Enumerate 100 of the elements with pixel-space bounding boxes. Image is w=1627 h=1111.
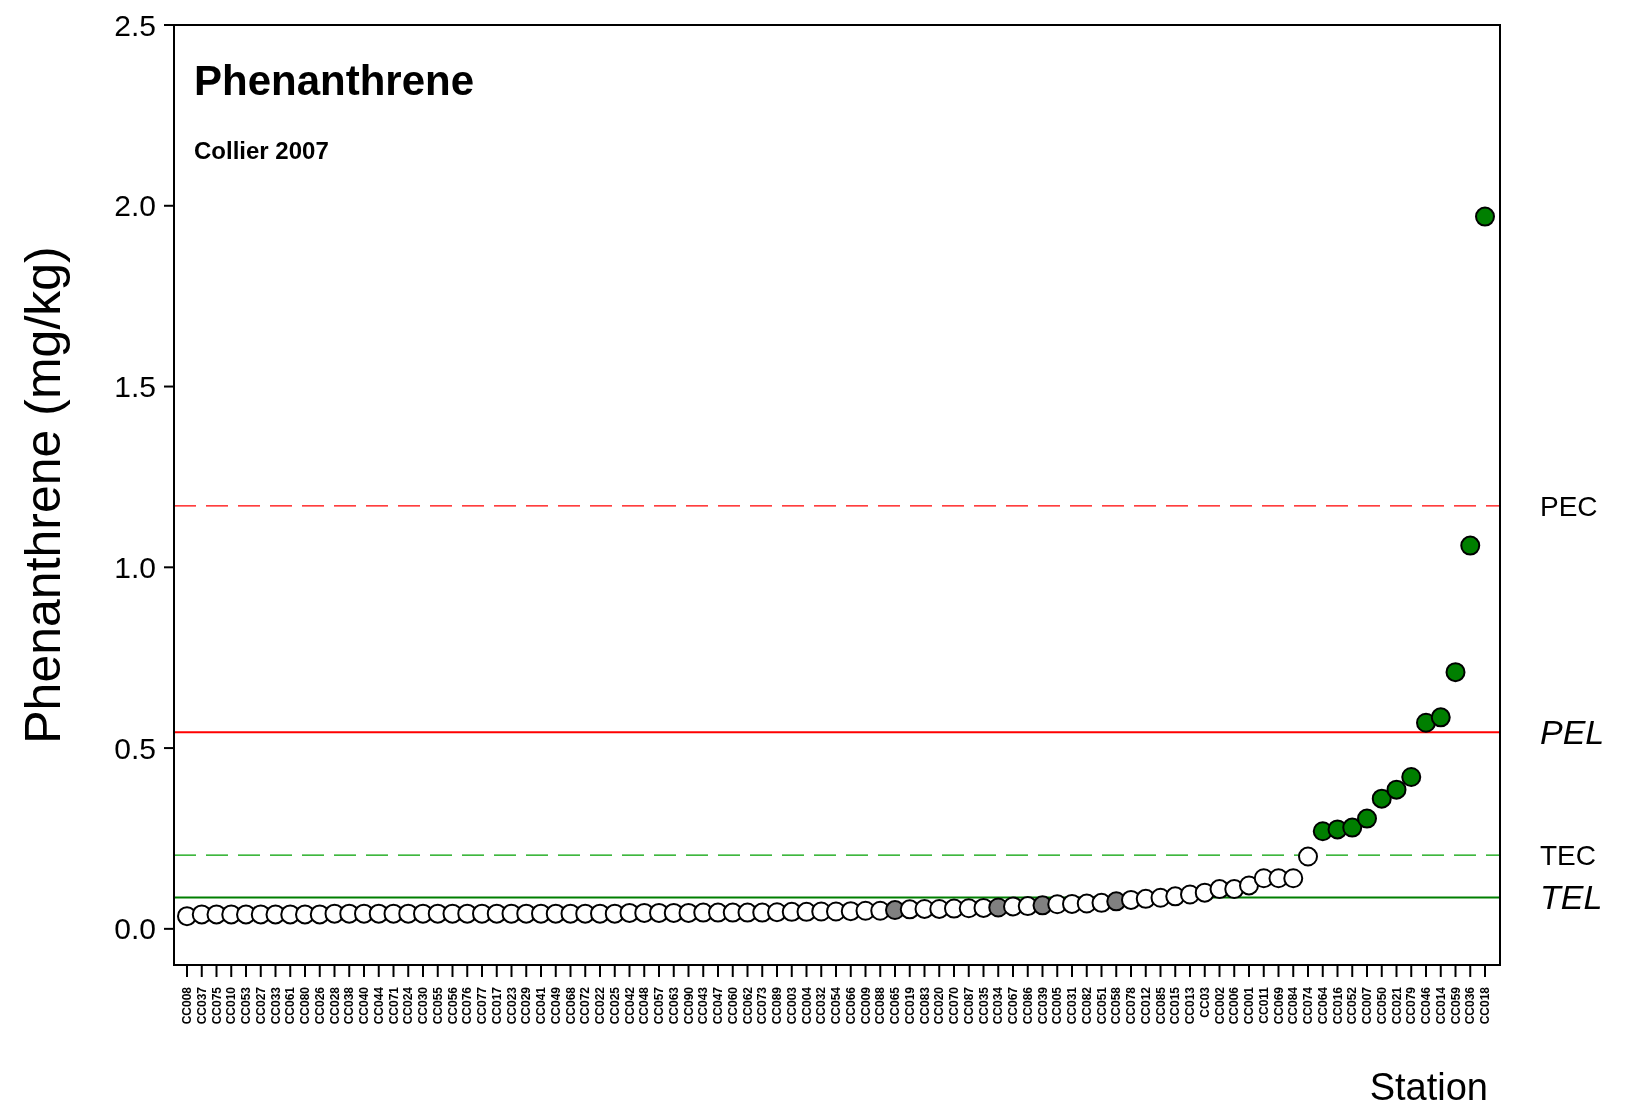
x-tick-label: CC058: [1109, 986, 1124, 1025]
x-tick-label: CC054: [829, 986, 843, 1025]
x-tick-label: CC010: [224, 986, 239, 1025]
y-tick-label: 1.0: [114, 550, 156, 584]
y-tick-label: 1.5: [114, 370, 156, 404]
x-tick-label: CC012: [1138, 986, 1153, 1025]
x-tick-label: CC027: [253, 986, 268, 1025]
x-tick-label: CC042: [622, 986, 637, 1025]
x-tick-label: CC059: [1448, 986, 1463, 1025]
x-tick-label: CC003: [784, 986, 799, 1025]
x-tick-label: CC029: [519, 986, 534, 1025]
x-tick-label: CC015: [1168, 986, 1183, 1025]
x-tick-label: CC088: [873, 986, 888, 1025]
x-axis-title: Station: [1369, 1066, 1488, 1108]
x-tick-label: CC065: [888, 986, 902, 1025]
x-tick-label: CC001: [1242, 986, 1256, 1025]
x-tick-label: CC090: [681, 986, 696, 1025]
x-tick-label: CC023: [504, 986, 519, 1025]
ref-line-label: TEL: [1540, 878, 1603, 917]
x-tick-label: CC022: [593, 986, 607, 1025]
x-tick-label: CC011: [1256, 986, 1271, 1024]
x-tick-label: CC020: [932, 986, 947, 1025]
x-tick-label: CC002: [1212, 986, 1227, 1025]
x-tick-label: CC053: [239, 986, 253, 1025]
x-tick-label: CC047: [711, 986, 725, 1025]
x-tick-label: CC074: [1301, 986, 1315, 1025]
x-tick-label: CC014: [1433, 986, 1448, 1025]
x-tick-label: CC006: [1227, 986, 1242, 1025]
x-tick-label: CC083: [917, 986, 932, 1025]
x-tick-label: CC070: [947, 986, 961, 1025]
ref-line-label: PEL: [1540, 713, 1605, 752]
x-tick-label: CC048: [637, 986, 652, 1025]
x-tick-label: CC039: [1035, 986, 1050, 1025]
x-tick-label: CC084: [1286, 986, 1301, 1025]
x-tick-label: CC071: [386, 986, 401, 1025]
y-tick-label: 0.0: [114, 912, 156, 946]
x-tick-label: CC033: [268, 986, 283, 1025]
x-tick-label: CC073: [755, 986, 770, 1025]
x-tick-label: CC049: [548, 986, 563, 1025]
x-tick-label: CC051: [1094, 986, 1109, 1025]
y-axis-title: Phenanthrene (mg/kg): [15, 246, 71, 744]
x-tick-label: CC005: [1050, 986, 1065, 1025]
x-tick-label: CC066: [843, 986, 858, 1025]
x-tick-label: CC032: [814, 986, 829, 1025]
ref-line-label: TEC: [1540, 839, 1596, 871]
x-tick-label: CC008: [180, 986, 194, 1025]
x-tick-label: CC013: [1183, 986, 1197, 1025]
x-tick-label: CC060: [725, 986, 740, 1025]
x-tick-label: CC043: [696, 986, 711, 1025]
x-tick-label: CC041: [534, 986, 548, 1025]
x-tick-label: CC036: [1463, 986, 1478, 1025]
x-tick-label: CC087: [961, 986, 976, 1025]
x-tick-label: CC016: [1330, 986, 1345, 1025]
x-tick-label: CC080: [298, 986, 312, 1025]
x-tick-label: CC035: [976, 986, 991, 1025]
x-tick-label: CC076: [460, 986, 475, 1025]
x-tick-label: CC055: [430, 986, 445, 1025]
x-tick-label: CC040: [357, 986, 371, 1025]
x-tick-label: CC024: [401, 986, 416, 1025]
x-tick-label: CC075: [209, 986, 224, 1025]
x-tick-label: CC050: [1374, 986, 1389, 1025]
x-tick-label: CC031: [1065, 986, 1079, 1025]
x-tick-label: CC007: [1360, 986, 1374, 1025]
x-tick-label: CC062: [740, 986, 755, 1025]
x-tick-label: CC085: [1153, 986, 1168, 1025]
x-tick-label: CC061: [283, 986, 298, 1025]
y-tick-label: 2.5: [114, 8, 156, 42]
x-tick-label: CC067: [1006, 986, 1020, 1025]
x-tick-label: CC079: [1404, 986, 1419, 1025]
x-tick-label: CC089: [770, 986, 784, 1025]
x-tick-label: CC018: [1478, 986, 1492, 1025]
text: Phenanthrene: [194, 57, 475, 104]
x-tick-label: CC063: [666, 986, 681, 1025]
x-tick-label: CC038: [342, 986, 357, 1025]
x-tick-label: CC046: [1419, 986, 1433, 1025]
x-tick-label: CC044: [371, 986, 386, 1025]
y-tick-label: 0.5: [114, 731, 156, 765]
x-tick-label: CC086: [1020, 986, 1035, 1025]
x-tick-label: CC004: [799, 986, 814, 1025]
x-tick-label: CC064: [1315, 986, 1330, 1025]
y-tick-label: 2.0: [114, 189, 156, 223]
x-tick-label: CC052: [1345, 986, 1360, 1025]
x-tick-label: CC082: [1079, 986, 1094, 1025]
x-tick-label: CC025: [607, 986, 622, 1025]
text: Collier 2007: [194, 137, 329, 164]
x-tick-label: CC026: [312, 986, 327, 1025]
x-tick-label: CC068: [563, 986, 578, 1025]
x-tick-label: CC077: [475, 986, 489, 1025]
x-tick-label: CC028: [327, 986, 342, 1025]
x-tick-label: CC019: [902, 986, 917, 1025]
ref-line-label: PEC: [1540, 490, 1598, 522]
x-tick-label: CC037: [194, 986, 209, 1025]
x-tick-label: CC009: [858, 986, 873, 1025]
x-tick-label: CC056: [445, 986, 460, 1025]
x-tick-label: CC072: [578, 986, 593, 1025]
x-tick-label: CC030: [416, 986, 430, 1025]
x-tick-label: CC021: [1389, 986, 1404, 1025]
x-tick-label: CC03: [1197, 986, 1212, 1018]
x-tick-label: CC078: [1124, 986, 1138, 1025]
x-tick-label: CC017: [489, 986, 504, 1025]
